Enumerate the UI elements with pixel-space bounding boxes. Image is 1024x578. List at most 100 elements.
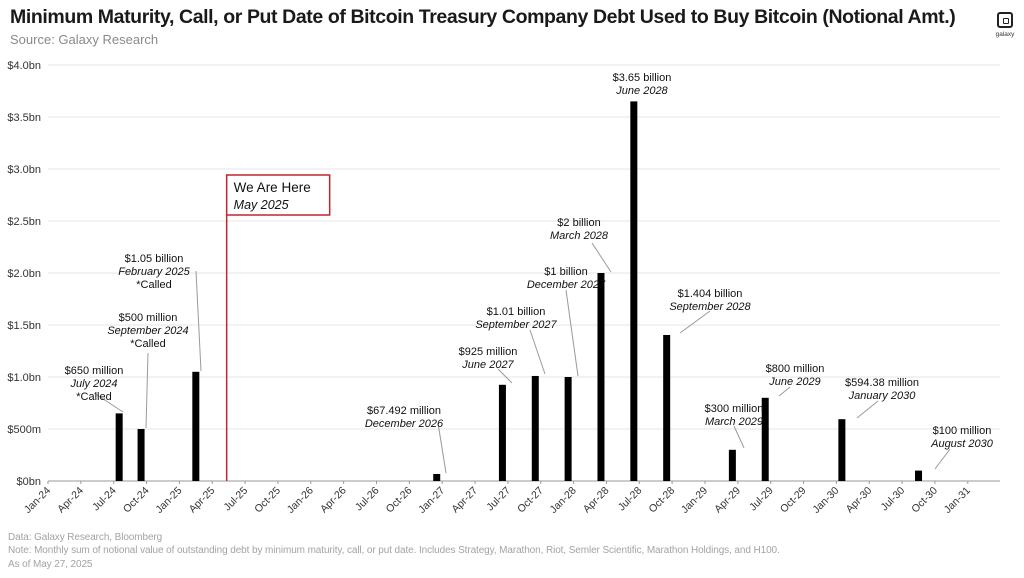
data-label-date: June 2028	[615, 85, 668, 97]
data-label-value: $925 million	[459, 346, 518, 358]
callout-line	[565, 289, 579, 377]
callout-line	[778, 386, 791, 397]
x-tick-label: Oct-26	[384, 485, 415, 516]
data-label-date: February 2025	[118, 266, 190, 278]
y-axis-ticks: $0bn $500m $1.0bn $1.5bn $2.0bn $2.5bn $3.0bn $…	[7, 60, 41, 488]
data-label-value: $800 million	[766, 363, 825, 375]
x-axis-ticks: Jan-24 Apr-24 Jul-24 Oct-24 Jan-25 Apr-25 Jul-…	[22, 481, 973, 516]
bar	[838, 419, 846, 481]
footer-as-of: As of May 27, 2025	[8, 558, 93, 570]
y-tick-label: $3.0bn	[7, 164, 41, 176]
x-tick-label: Apr-26	[318, 485, 349, 516]
data-label-value: $1.404 billion	[678, 288, 743, 300]
data-label-note: *Called	[130, 338, 165, 350]
data-label-date: March 2028	[550, 230, 609, 242]
x-tick-label: Jul-24	[90, 485, 119, 514]
data-label-date: September 2027	[475, 319, 557, 331]
data-label-value: $2 billion	[557, 217, 600, 229]
data-label-value: $3.65 billion	[613, 72, 672, 84]
x-tick-label: Apr-25	[187, 485, 218, 516]
data-label-date: September 2028	[669, 301, 751, 313]
x-tick-label: Jul-28	[616, 485, 645, 514]
data-label-value: $1 billion	[544, 266, 587, 278]
x-tick-label: Jul-30	[879, 485, 908, 514]
x-tick-label: Jul-26	[353, 485, 382, 514]
data-label-value: $300 million	[705, 403, 764, 415]
callout-line	[145, 352, 149, 429]
x-tick-label: Jan-30	[810, 485, 841, 516]
x-tick-label: Jul-29	[747, 485, 776, 514]
y-tick-label: $500m	[7, 424, 41, 436]
data-label-value: $1.05 billion	[125, 253, 184, 265]
data-label-value: $100 million	[933, 425, 992, 437]
footer-note: Note: Monthly sum of notional value of o…	[8, 545, 780, 557]
bar	[728, 449, 736, 481]
callout-line	[497, 368, 513, 384]
data-label-date: December 2026	[365, 418, 444, 430]
footer-data-source: Data: Galaxy Research, Bloomberg	[8, 532, 163, 543]
bar	[137, 429, 145, 481]
x-tick-label: Oct-24	[121, 485, 152, 516]
x-tick-label: Oct-28	[647, 485, 678, 516]
callout-line	[591, 242, 612, 273]
bar	[498, 384, 506, 481]
callout-line	[437, 422, 447, 474]
x-tick-label: Jul-27	[484, 485, 513, 514]
data-label-value: $1.01 billion	[487, 306, 546, 318]
data-label-note: *Called	[136, 279, 171, 291]
marker-sublabel: May 2025	[234, 198, 289, 212]
x-tick-label: Apr-24	[55, 485, 86, 516]
y-tick-label: $1.0bn	[7, 372, 41, 384]
data-label-note: *Called	[76, 391, 111, 403]
y-tick-label: $0bn	[17, 476, 41, 488]
x-tick-label: Jan-25	[153, 485, 184, 516]
y-tick-label: $2.5bn	[7, 216, 41, 228]
chart-subtitle: Source: Galaxy Research	[10, 32, 159, 47]
bar	[761, 397, 769, 481]
x-tick-label: Jul-25	[222, 485, 251, 514]
callout-line	[93, 392, 124, 413]
x-tick-label: Jan-26	[285, 485, 316, 516]
x-tick-label: Apr-28	[581, 485, 612, 516]
footer-notes: Data: Galaxy Research, Bloomberg Note: M…	[8, 531, 780, 571]
marker-box	[225, 174, 331, 216]
galaxy-logo-icon	[997, 12, 1013, 28]
callout-line	[195, 270, 202, 372]
bar	[531, 375, 539, 481]
y-tick-label: $2.0bn	[7, 268, 41, 280]
data-label-date: June 2029	[768, 376, 820, 388]
data-label-date: September 2024	[107, 325, 188, 337]
x-tick-label: Jan-24	[22, 485, 53, 516]
y-tick-label: $3.5bn	[7, 112, 41, 124]
callout-line	[856, 400, 879, 419]
x-tick-label: Jan-28	[548, 485, 579, 516]
y-tick-label: $1.5bn	[7, 320, 41, 332]
bar	[115, 413, 123, 481]
bar	[564, 377, 572, 481]
data-label-date: August 2030	[930, 438, 994, 450]
bar	[597, 273, 605, 481]
data-label-date: December 2027	[527, 279, 606, 291]
grid-lines	[48, 64, 1000, 482]
data-label-date: July 2024	[69, 378, 117, 390]
x-tick-label: Oct-30	[909, 485, 940, 516]
bar	[663, 334, 671, 481]
bar	[192, 371, 200, 481]
x-tick-label: Oct-27	[515, 485, 546, 516]
bar	[915, 470, 923, 481]
x-tick-label: Oct-25	[252, 485, 283, 516]
x-tick-label: Apr-29	[712, 485, 743, 516]
data-label-date: March 2029	[705, 416, 763, 428]
data-label-date: January 2030	[848, 390, 917, 402]
data-label-date: June 2027	[461, 359, 514, 371]
bar	[433, 473, 441, 481]
data-label-value: $500 million	[119, 312, 178, 324]
callout-line	[733, 425, 745, 449]
callout-line	[934, 448, 951, 470]
callout-line	[679, 310, 711, 334]
data-label-value: $67.492 million	[367, 405, 441, 417]
data-label-value: $594.38 million	[845, 377, 919, 389]
x-tick-label: Jan-27	[416, 485, 447, 516]
